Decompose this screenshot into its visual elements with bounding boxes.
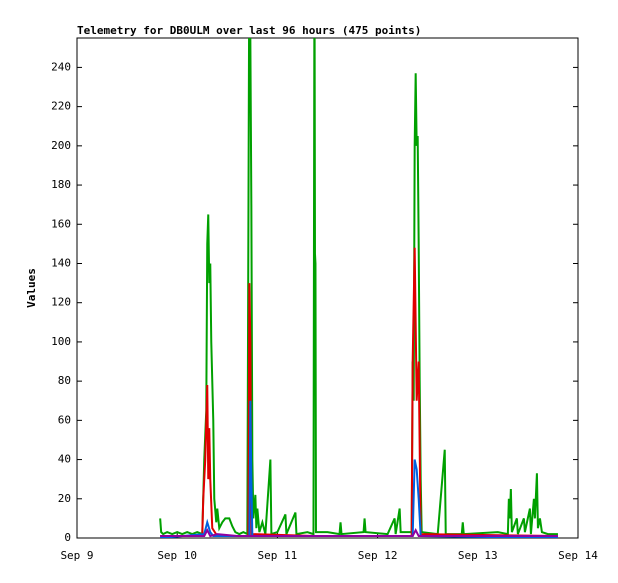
series-line [160, 527, 558, 538]
y-tick-label: 20 [58, 492, 71, 505]
x-tick-label: Sep 9 [60, 549, 93, 562]
y-tick-label: 240 [51, 60, 71, 73]
x-tick-label: Sep 14 [558, 549, 598, 562]
y-tick-label: 80 [58, 374, 71, 387]
y-tick-label: 220 [51, 100, 71, 113]
x-tick-label: Sep 11 [258, 549, 298, 562]
chart-title: Telemetry for DB0ULM over last 96 hours … [77, 24, 421, 37]
y-tick-label: 160 [51, 217, 71, 230]
series-line [160, 247, 558, 538]
y-tick-label: 0 [64, 531, 71, 544]
series-line [159, 38, 558, 536]
y-tick-label: 120 [51, 296, 71, 309]
y-tick-label: 100 [51, 335, 71, 348]
x-tick-label: Sep 12 [358, 549, 398, 562]
y-tick-label: 200 [51, 139, 71, 152]
y-tick-label: 180 [51, 178, 71, 191]
y-tick-label: 60 [58, 413, 71, 426]
y-tick-label: 40 [58, 453, 71, 466]
y-tick-label: 140 [51, 256, 71, 269]
plot-frame [76, 37, 579, 539]
series-line [160, 400, 558, 538]
y-axis-label: Values [25, 268, 38, 308]
x-tick-label: Sep 13 [458, 549, 498, 562]
plot-area [159, 38, 558, 538]
x-tick-label: Sep 10 [157, 549, 197, 562]
